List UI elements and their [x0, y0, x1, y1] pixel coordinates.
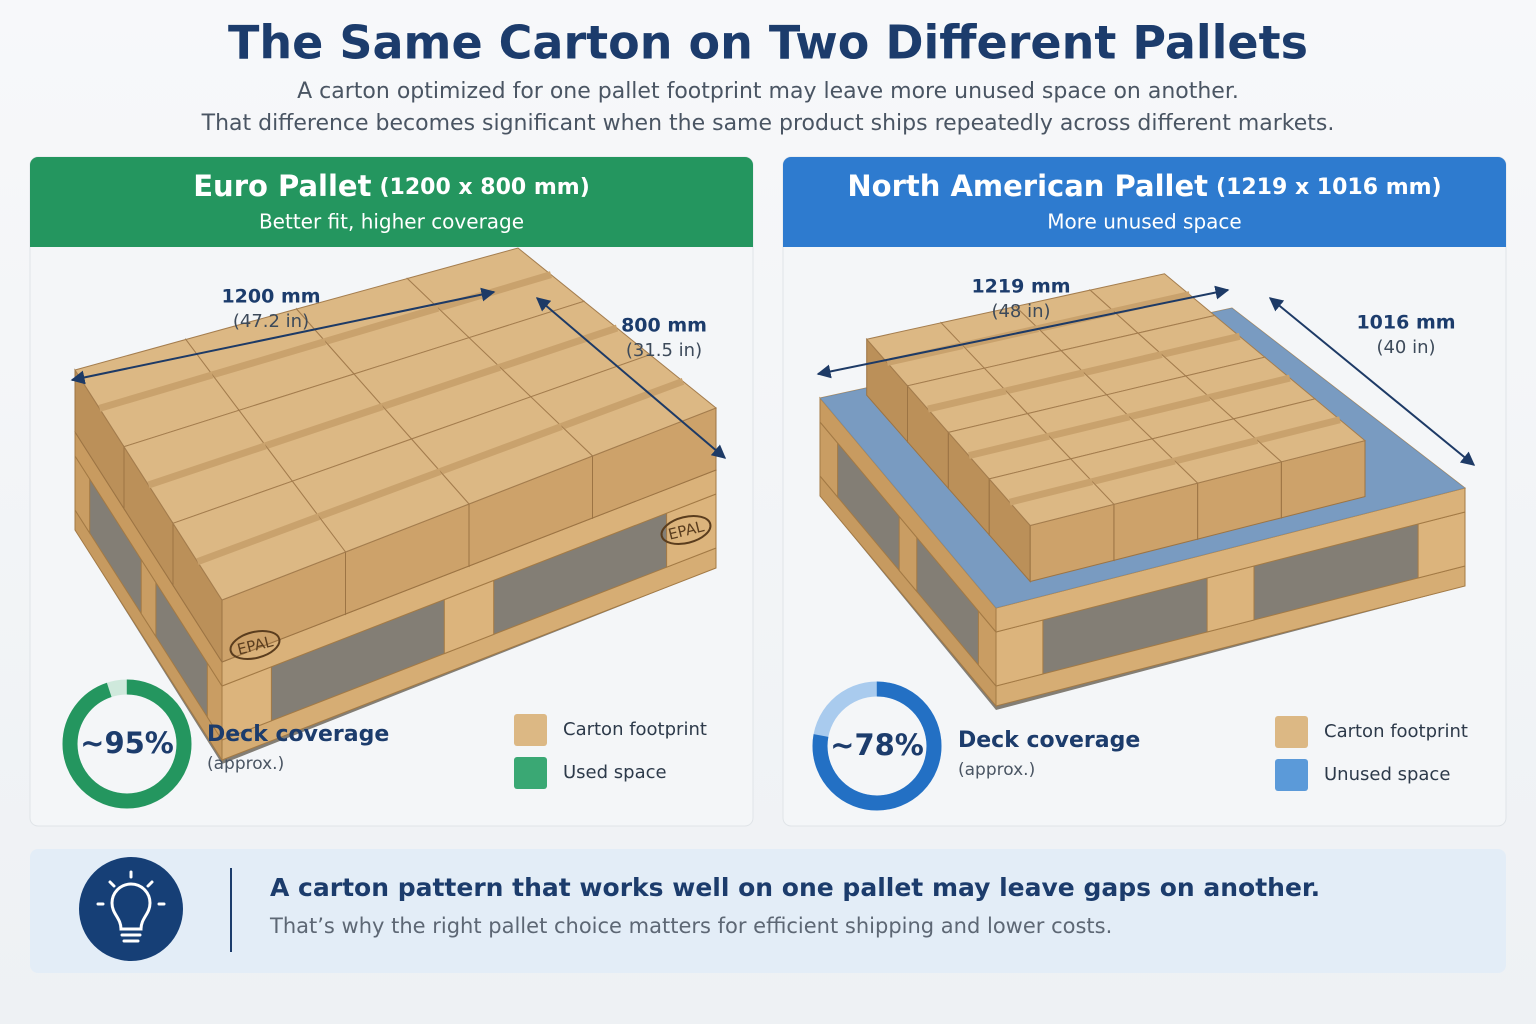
carton-tape	[1048, 413, 1131, 440]
panel-title: Euro Pallet (1200 x 800 mm)	[193, 169, 590, 203]
legend-label: Carton footprint	[563, 719, 707, 740]
panel-header	[30, 157, 753, 247]
donut-arc	[812, 681, 942, 811]
dimension-arrow	[816, 285, 1230, 379]
coverage-note: (approx.)	[958, 760, 1035, 780]
carton	[172, 480, 347, 664]
carton-tape	[196, 513, 321, 565]
callout-body: That’s why the right pallet choice matte…	[269, 914, 1112, 938]
donut-arc	[62, 679, 192, 809]
coverage-title: Deck coverage	[958, 728, 1140, 753]
panel-tagline: Better fit, higher coverage	[259, 210, 524, 234]
dimension-mm: 800 mm	[621, 315, 707, 337]
coverage-value: ~78%	[830, 728, 924, 762]
dimension-mm: 1219 mm	[971, 276, 1070, 298]
carton	[988, 458, 1115, 583]
dimension-in: (31.5 in)	[626, 340, 702, 361]
legend-label: Carton footprint	[1324, 721, 1468, 742]
carton-tape	[264, 403, 384, 450]
callout-box	[30, 849, 1506, 973]
epal-stamp: EPAL	[229, 630, 281, 660]
carton-tape	[1128, 394, 1211, 421]
pallet-name: Euro Pallet	[193, 169, 371, 203]
bottom-board	[995, 565, 1466, 707]
pallet-panel: Euro Pallet (1200 x 800 mm) Better fit, hi…	[29, 156, 754, 827]
pallet-dimensions: (1200 x 800 mm)	[379, 175, 589, 200]
panel-title: North American Pallet (1219 x 1016 mm)	[847, 169, 1441, 203]
pallet-dimensions: (1219 x 1016 mm)	[1216, 175, 1442, 200]
legend-label: Unused space	[1324, 764, 1450, 785]
dimension-in: (40 in)	[1376, 337, 1435, 358]
pallet-panel: North American Pallet (1219 x 1016 mm) Mor…	[782, 156, 1507, 827]
stamp-oval	[660, 515, 712, 545]
subtitle: That difference becomes significant when…	[201, 111, 1335, 136]
dimension-in: (47.2 in)	[233, 311, 309, 332]
coverage-title: Deck coverage	[207, 722, 389, 747]
dimension-arrow	[70, 287, 496, 385]
dimension-mm: 1200 mm	[221, 286, 320, 308]
coverage-note: (approx.)	[207, 754, 284, 774]
subtitle: A carton optimized for one pallet footpr…	[297, 79, 1239, 104]
carton-tape	[317, 468, 442, 520]
legend-swatch	[1275, 759, 1308, 791]
legend-swatch	[1275, 716, 1308, 748]
callout: A carton pattern that works well on one …	[30, 849, 1506, 973]
coverage-value: ~95%	[80, 726, 174, 760]
panels: Euro Pallet (1200 x 800 mm) Better fit, hi…	[29, 156, 1507, 827]
panel-header	[783, 157, 1506, 247]
dimension-mm: 1016 mm	[1356, 312, 1455, 334]
carton-tape	[1173, 436, 1259, 465]
bottom-board	[221, 547, 717, 761]
legend-swatch	[514, 714, 547, 746]
bulb-glyph	[96, 870, 166, 943]
dimension-arrow	[535, 297, 727, 459]
pallet-name: North American Pallet	[847, 169, 1208, 203]
carton-tape	[968, 432, 1050, 460]
carton-tape	[147, 442, 267, 489]
carton-tape	[927, 387, 1007, 413]
carton-tape	[1008, 478, 1094, 506]
dimension-in: (48 in)	[991, 301, 1050, 322]
dimension-arrow	[1268, 297, 1476, 466]
bulb-icon	[79, 857, 183, 961]
page-title: The Same Carton on Two Different Pallets	[228, 16, 1308, 70]
panel-tagline: More unused space	[1047, 210, 1241, 234]
epal-stamp: EPAL	[660, 515, 712, 545]
legend-swatch	[514, 757, 547, 789]
carton-tape	[1091, 457, 1176, 486]
legend-label: Used space	[563, 762, 667, 783]
callout-headline: A carton pattern that works well on one …	[270, 873, 1320, 902]
stamp-oval	[229, 630, 281, 660]
